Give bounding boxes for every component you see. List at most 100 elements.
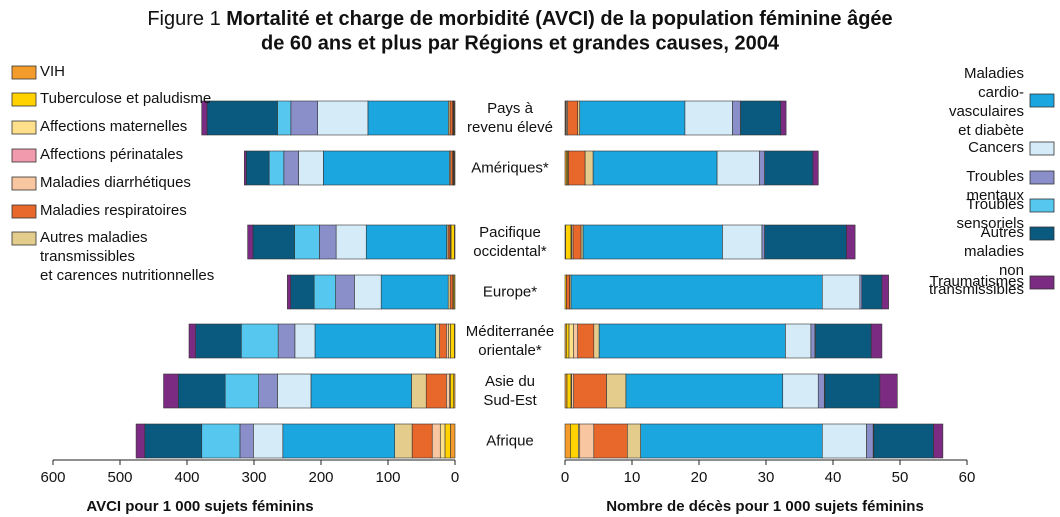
chart-title: Figure 1 Mortalité et charge de morbidit…: [147, 8, 892, 30]
bar-segment: [577, 100, 581, 136]
bar-segment: [177, 373, 226, 409]
x-tick-label: 10: [624, 469, 641, 486]
legend-label: Maladies respiratoires: [40, 202, 187, 219]
bar-segment: [627, 423, 642, 459]
bar-segment: [625, 373, 784, 409]
bar-segment: [567, 100, 579, 136]
bar-segment: [684, 100, 733, 136]
legend-swatch: [11, 92, 37, 107]
bar-segment: [447, 323, 451, 359]
bar-segment: [253, 423, 284, 459]
category-label: Europe*: [482, 283, 538, 301]
bar-segment: [188, 323, 197, 359]
bar-segment: [606, 373, 627, 409]
bar-segment: [277, 323, 296, 359]
bar-segment: [870, 323, 883, 359]
bar-segment: [579, 100, 686, 136]
bar-segment: [580, 224, 584, 260]
bar-segment: [761, 224, 765, 260]
legend-label: Maladies cardio-vasculaires et diabète: [948, 65, 1024, 139]
bar-segment: [564, 423, 571, 459]
legend-label: Autres maladies non transmissibles: [928, 224, 1025, 298]
bar-segment: [290, 274, 315, 310]
bar-segment: [572, 224, 582, 260]
bar-segment: [815, 323, 872, 359]
category-label: Amériques*: [471, 159, 549, 177]
bar-segment: [570, 274, 823, 310]
bar-segment: [573, 323, 579, 359]
bar-segment: [314, 323, 436, 359]
bar-segment: [247, 224, 254, 260]
bar-segment: [450, 224, 455, 260]
bar-segment: [431, 423, 441, 459]
bar-segment: [445, 373, 450, 409]
bar-segment: [449, 274, 454, 310]
bar-segment: [310, 373, 412, 409]
legend-label: Autres maladies transmissibles et carenc…: [40, 229, 215, 284]
x-tick-label: 50: [892, 469, 909, 486]
bar-segment: [566, 274, 570, 310]
bar-segment: [444, 423, 451, 459]
bar-segment: [568, 323, 575, 359]
bar-segment: [195, 323, 242, 359]
bar-segment: [584, 150, 594, 186]
bar-segment: [764, 150, 814, 186]
bar-segment: [881, 274, 889, 310]
bar-segment: [579, 423, 595, 459]
legend-label: Traumatismes: [929, 273, 1024, 290]
legend-swatch: [1029, 93, 1055, 108]
figure-label: Figure 1: [147, 8, 220, 30]
x-tick-label: 100: [375, 469, 400, 486]
bar-segment: [732, 100, 741, 136]
x-tick-label: 0: [451, 469, 459, 486]
x-tick-label: 200: [308, 469, 333, 486]
bar-segment: [821, 274, 861, 310]
legend-label: Affections périnatales: [40, 146, 184, 163]
bar-segment: [447, 224, 451, 260]
bar-segment: [445, 323, 449, 359]
legend-swatch: [11, 120, 37, 135]
bar-segment: [287, 274, 292, 310]
bar-segment: [566, 373, 572, 409]
bar-segment: [277, 100, 292, 136]
bar-segment: [821, 423, 867, 459]
legend-label: VIH: [40, 63, 66, 80]
bar-segment: [258, 373, 278, 409]
bar-segment: [573, 373, 607, 409]
bar-segment: [859, 274, 863, 310]
bar-segment: [367, 100, 449, 136]
bar-segment: [354, 274, 382, 310]
bar-segment: [243, 150, 247, 186]
bar-segment: [283, 150, 299, 186]
legend-swatch: [1029, 198, 1055, 213]
bar-segment: [846, 224, 856, 260]
bar-segment: [861, 274, 883, 310]
bar-segment: [425, 373, 447, 409]
bar-segment: [740, 100, 782, 136]
bar-segment: [812, 150, 819, 186]
bar-segment: [571, 373, 575, 409]
bar-segment: [873, 423, 934, 459]
bar-segment: [568, 150, 586, 186]
x-axis-label: Nombre de décès pour 1 000 sujets fémini…: [606, 498, 924, 515]
bar-segment: [294, 224, 320, 260]
bar-segment: [290, 100, 318, 136]
bar-segment: [335, 224, 367, 260]
bar-segment: [317, 100, 369, 136]
legend-label: Maladies diarrhétiques: [40, 174, 191, 191]
legend-swatch: [1029, 226, 1055, 241]
x-tick-label: 20: [691, 469, 708, 486]
bar-segment: [245, 150, 270, 186]
bar-segment: [450, 373, 454, 409]
legend-swatch: [11, 231, 37, 246]
title-line: Mortalité et charge de morbidité (AVCI) …: [226, 8, 892, 30]
bar-segment: [252, 224, 295, 260]
bar-segment: [577, 323, 595, 359]
bar-segment: [592, 150, 718, 186]
bar-segment: [313, 274, 336, 310]
legend-swatch: [11, 204, 37, 219]
bar-segment: [435, 323, 440, 359]
bar-segment: [365, 224, 447, 260]
bar-segment: [447, 274, 451, 310]
